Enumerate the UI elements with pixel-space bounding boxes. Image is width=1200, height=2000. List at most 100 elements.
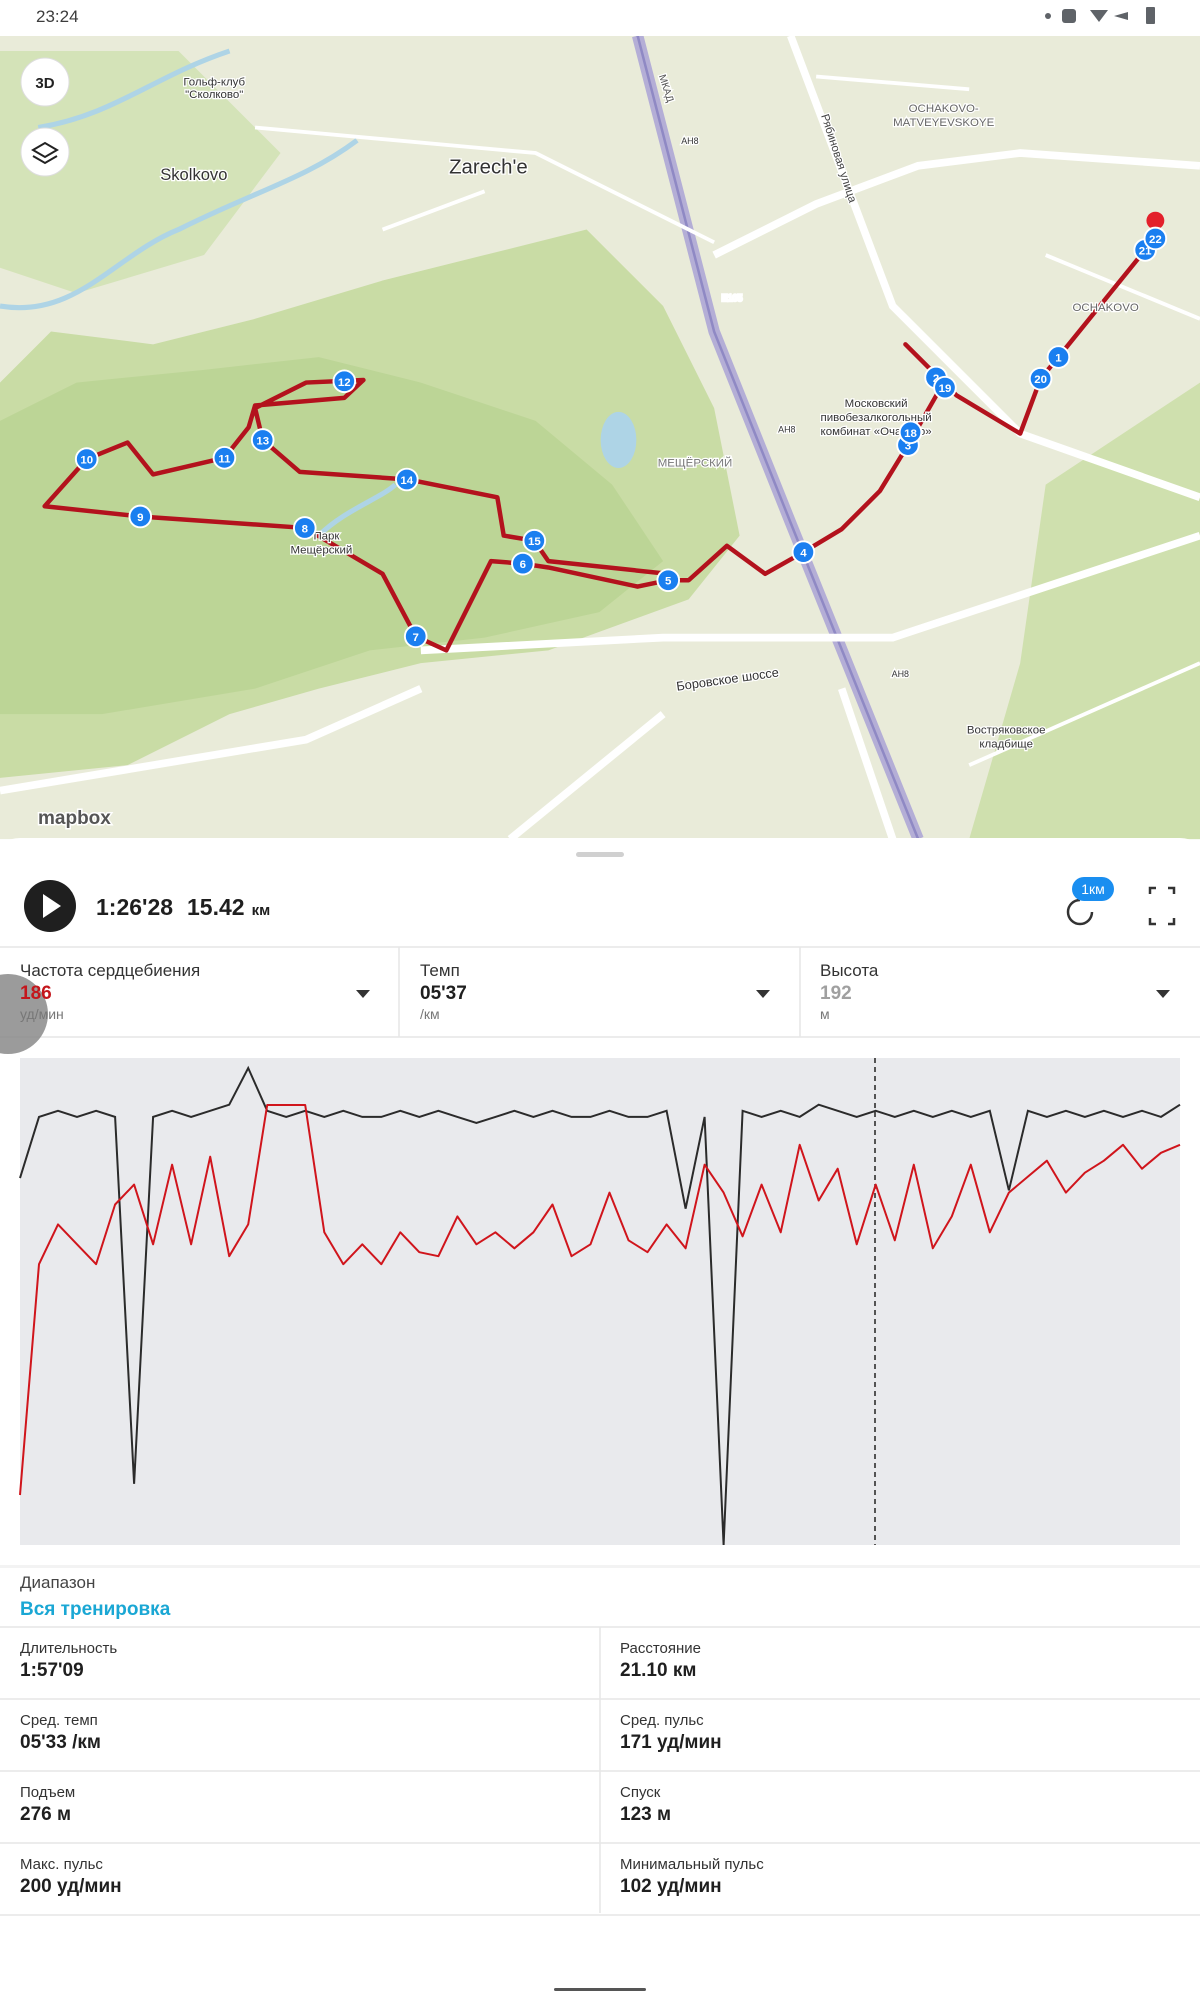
stat-value: 1:57'09 — [20, 1660, 84, 1681]
route-marker-label[interactable]: 2 — [933, 373, 939, 385]
stat-value: 05'33 /км — [20, 1732, 101, 1753]
overlay-button[interactable] — [0, 974, 48, 1054]
route-marker[interactable] — [1143, 226, 1168, 251]
metric-unit[interactable]: м — [820, 1006, 830, 1022]
route-marker[interactable] — [395, 467, 419, 492]
metric-value[interactable]: 186 — [20, 983, 52, 1004]
heart-rate-line — [19, 1104, 1181, 1496]
route-marker-label[interactable]: 22 — [1149, 234, 1162, 246]
range-value[interactable]: Вся тренировка — [20, 1599, 171, 1620]
route-marker[interactable] — [74, 447, 99, 471]
streets — [254, 74, 1200, 767]
distance-value: 15.42 — [187, 894, 245, 920]
metric-dropdown[interactable] — [756, 990, 770, 998]
route-marker[interactable] — [791, 540, 816, 564]
map-3d-button[interactable] — [20, 57, 70, 107]
nav-handle — [554, 1988, 646, 1991]
graph-background — [20, 1058, 1180, 1545]
route-marker-label[interactable]: 7 — [413, 632, 419, 644]
metric-value[interactable]: 05'37 — [420, 983, 467, 1004]
forest-dense — [0, 357, 664, 715]
route-marker[interactable] — [933, 375, 957, 400]
route-marker-label[interactable]: 8 — [302, 523, 309, 535]
map-attribution: mapbox — [38, 808, 111, 829]
route-marker-label[interactable]: 5 — [665, 576, 672, 588]
metric-unit[interactable]: /км — [420, 1006, 440, 1022]
route-marker-label[interactable]: 4 — [800, 548, 807, 560]
route-marker-label[interactable]: 3 — [905, 441, 911, 453]
lap-icon[interactable] — [1066, 898, 1094, 926]
route-marker-label[interactable]: 12 — [338, 377, 351, 389]
map-layers-button[interactable] — [20, 127, 70, 177]
route-marker[interactable] — [403, 624, 428, 649]
route-marker-label[interactable]: 13 — [256, 435, 269, 447]
route-marker-label[interactable]: 14 — [400, 475, 413, 487]
route-marker-label[interactable]: 6 — [520, 559, 526, 571]
map-label: "Сколково" — [185, 89, 243, 101]
map-label: Мещёрский — [290, 544, 352, 556]
route-marker[interactable] — [332, 369, 357, 394]
metric-name[interactable]: Частота сердцебиения — [20, 961, 200, 980]
map-label: пивобезалкогольный — [821, 412, 932, 424]
metric-dropdown[interactable] — [1156, 990, 1170, 998]
route-marker[interactable] — [128, 504, 153, 529]
river — [0, 48, 398, 538]
stat-value: 171 уд/мин — [620, 1732, 722, 1753]
map-label: OCHAKOVO- — [909, 103, 979, 115]
stat-value: 200 уд/мин — [20, 1876, 122, 1897]
route-marker[interactable] — [212, 446, 237, 470]
map-label: AH8 — [681, 136, 698, 146]
stat-label: Минимальный пульс — [620, 1856, 764, 1873]
divider — [0, 1565, 1200, 1568]
map-3d-label[interactable]: 3D — [35, 75, 54, 92]
lap-badge-label[interactable]: 1км — [1081, 881, 1105, 897]
stat-label: Подъем — [20, 1784, 75, 1801]
range-label: Диапазон — [20, 1573, 95, 1592]
sheet-handle[interactable] — [576, 852, 624, 857]
route-marker[interactable] — [898, 420, 923, 445]
distance-unit: км — [252, 902, 271, 919]
route-marker-label[interactable]: 11 — [218, 453, 231, 465]
route-marker[interactable] — [656, 568, 681, 593]
route-marker-label[interactable]: 1 — [1055, 353, 1062, 365]
route-marker[interactable] — [250, 428, 275, 452]
lap-badge[interactable] — [1072, 877, 1114, 901]
route-marker-label[interactable]: 18 — [904, 428, 917, 440]
route-marker-label[interactable]: 15 — [528, 536, 541, 548]
stat-value: 21.10 км — [620, 1660, 696, 1681]
route-marker-label[interactable]: 20 — [1034, 374, 1047, 386]
metric-name[interactable]: Высота — [820, 961, 879, 980]
play-icon — [43, 894, 61, 918]
mkad-road-center — [636, 35, 920, 840]
route-marker[interactable] — [511, 551, 535, 576]
map-label: Гольф-клуб — [183, 76, 245, 88]
altitude-line — [19, 1065, 1181, 1546]
stat-label: Спуск — [620, 1784, 661, 1801]
stat-label: Сред. пульс — [620, 1712, 704, 1729]
finish-flag — [1146, 211, 1165, 230]
stat-value: 102 уд/мин — [620, 1876, 722, 1897]
map-label: Востряковское — [967, 724, 1046, 736]
map-label: Московский — [845, 398, 908, 410]
route-marker-label[interactable]: 19 — [939, 383, 952, 395]
stat-label: Макс. пульс — [20, 1856, 103, 1873]
map-label: кладбище — [979, 738, 1033, 750]
route-marker-label[interactable]: 9 — [137, 512, 143, 524]
stat-value: 276 м — [20, 1804, 71, 1825]
route-marker[interactable] — [1046, 345, 1071, 369]
route-marker-label[interactable]: 10 — [80, 455, 93, 467]
map-label: AH8 — [778, 424, 795, 434]
stat-label: Сред. темп — [20, 1712, 98, 1729]
metric-dropdown[interactable] — [356, 990, 370, 998]
metric-unit[interactable]: уд/мин — [20, 1006, 64, 1022]
metric-name[interactable]: Темп — [420, 961, 460, 980]
route-marker[interactable] — [1028, 366, 1053, 391]
route-marker[interactable] — [292, 516, 317, 540]
map-label: Zarech'e — [449, 156, 528, 178]
route-marker[interactable] — [522, 528, 547, 553]
status-bar — [0, 0, 1200, 36]
route-marker-label[interactable]: 21 — [1139, 245, 1152, 257]
metric-value[interactable]: 192 — [820, 983, 852, 1004]
fullscreen-button[interactable] — [1148, 886, 1176, 926]
